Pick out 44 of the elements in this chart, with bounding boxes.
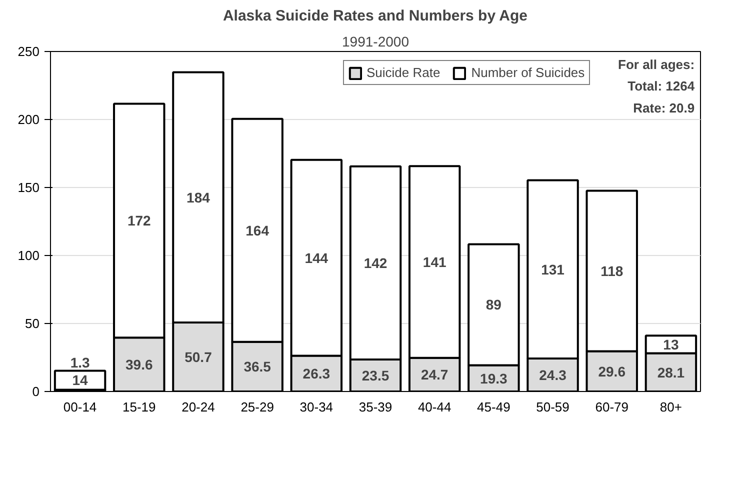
data-label: 13 [663, 336, 679, 352]
y-tick-label: 50 [25, 316, 40, 331]
y-tick-label: 0 [32, 384, 40, 399]
x-tick-label: 20-24 [182, 400, 215, 414]
data-label: 28.1 [657, 364, 685, 380]
data-label: 144 [304, 250, 328, 266]
data-label: 131 [541, 261, 565, 278]
data-label: 26.3 [302, 366, 330, 382]
y-tick-label: 100 [18, 248, 40, 263]
data-label: 36.5 [244, 358, 272, 375]
x-tick-label: 40-44 [418, 400, 452, 414]
data-label: 164 [246, 222, 270, 238]
data-label: 39.6 [126, 356, 153, 373]
data-label: 23.5 [362, 368, 390, 384]
data-label: 29.6 [598, 363, 626, 380]
x-tick-label: 45-49 [477, 400, 510, 414]
chart-subtitle: 1991-2000 [342, 34, 410, 50]
legend-label: Number of Suicides [471, 65, 585, 80]
data-label: 24.7 [420, 366, 448, 383]
y-tick-label: 250 [18, 44, 40, 59]
data-label: 14 [72, 372, 88, 388]
annotation: For all ages: Total: 1264 Rate: 20.9 [618, 56, 696, 116]
x-tick-label: 35-39 [358, 400, 392, 414]
x-tick-label: 25-29 [240, 400, 274, 414]
data-label: 24.3 [539, 366, 567, 383]
data-label: 172 [127, 212, 152, 229]
data-label: 89 [486, 296, 502, 313]
x-tick-label: 50-59 [536, 400, 570, 414]
data-label: 141 [422, 254, 446, 270]
y-tick-label: 150 [18, 180, 40, 195]
y-tick-label: 200 [18, 112, 40, 127]
data-label: 50.7 [184, 349, 212, 366]
legend-label: Suicide Rate [366, 65, 440, 80]
data-label: 19.3 [480, 370, 508, 386]
x-tick-label: 00-14 [63, 400, 97, 414]
x-tick-label: 60-79 [595, 400, 628, 414]
x-tick-label: 15-19 [122, 400, 156, 414]
data-label: 118 [600, 263, 624, 280]
x-tick-label: 80+ [660, 400, 682, 414]
chart-title: Alaska Suicide Rates and Numbers by Age [222, 8, 528, 24]
data-label: 184 [186, 189, 210, 206]
data-label: 142 [364, 254, 388, 271]
data-label: 1.3 [70, 354, 90, 370]
x-tick-label: 30-34 [300, 400, 334, 414]
